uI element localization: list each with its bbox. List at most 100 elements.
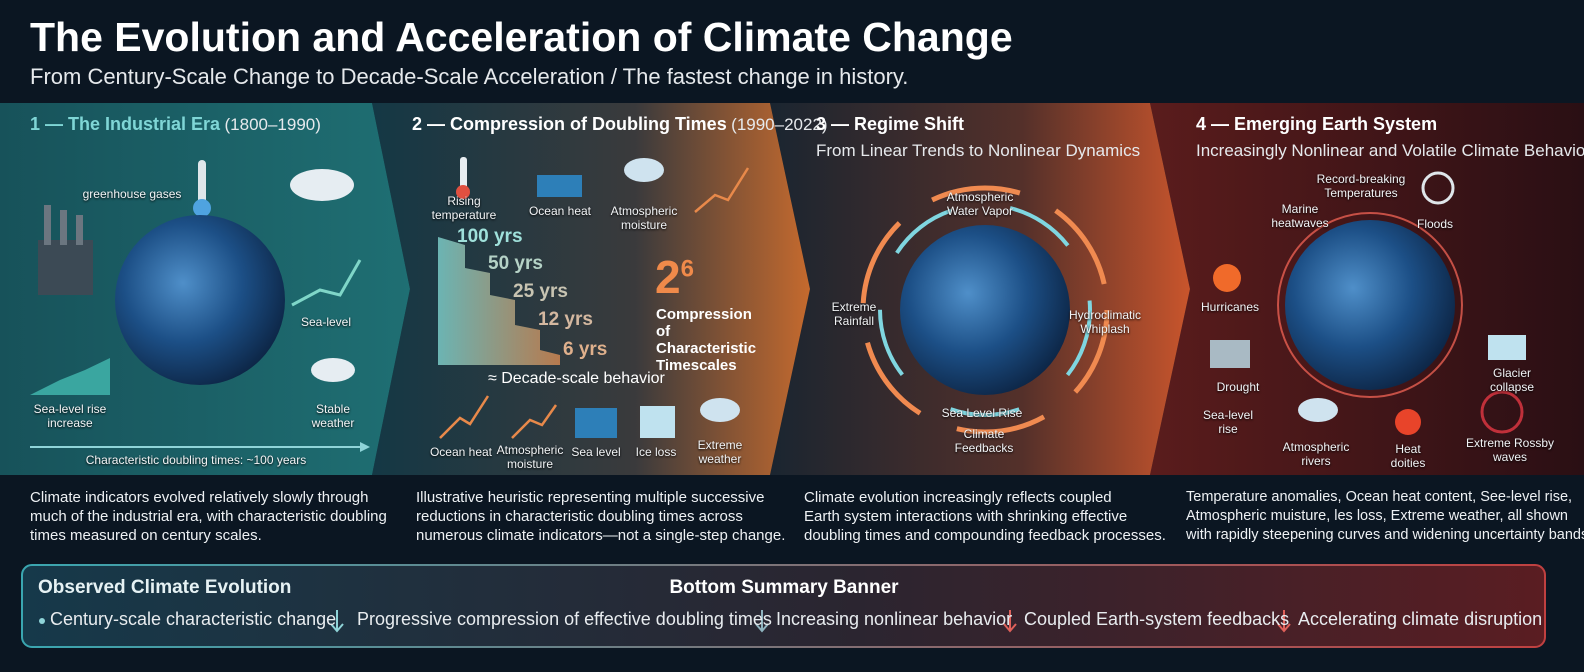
description-line: numerous climate indicators—not a single… <box>416 527 786 544</box>
description-line: reductions in characteristic doubling ti… <box>416 508 743 525</box>
panel-heading: 1 — The Industrial Era <box>30 114 221 134</box>
trend-line <box>291 259 362 307</box>
description-line: doubling times and compounding feedback … <box>804 527 1166 544</box>
sun-icon <box>1395 409 1421 435</box>
label: Sea Level Rise <box>941 406 1023 420</box>
banner-arrows <box>330 610 1291 633</box>
down-arrow <box>755 610 769 633</box>
label: Drought <box>1216 380 1260 394</box>
label: greenhouse gases <box>82 187 182 201</box>
panel-heading: 4 — Emerging Earth System <box>1196 114 1438 134</box>
panel-heading-row: 2 — Compression of Doubling Times (1990–… <box>412 114 828 135</box>
factor-exponent: 6 <box>680 255 694 283</box>
thermometer <box>198 160 206 205</box>
doubling-step: 25 yrs <box>513 281 568 302</box>
down-arrow <box>1277 610 1291 633</box>
bullet <box>39 618 45 624</box>
glow <box>1277 212 1463 398</box>
panel-description: Illustrative heuristic representing mult… <box>416 488 785 545</box>
label: Atmospheric Water Vapor <box>946 190 1014 218</box>
factor-base: 2 <box>655 251 681 303</box>
arrowhead <box>360 442 370 452</box>
description-line: Climate indicators evolved relatively sl… <box>30 489 369 506</box>
label: Atmospheric moisture <box>610 204 678 232</box>
description-line: Climate evolution increasingly reflects … <box>804 489 1112 506</box>
cloud-icon <box>290 169 354 201</box>
timeline-label: Characteristic doubling times: ~100 year… <box>85 453 307 467</box>
label: Stable weather <box>311 402 355 430</box>
thermometer <box>460 157 467 192</box>
feedback-cycle <box>860 185 1110 435</box>
area-icon <box>30 358 110 395</box>
description-line: with rapidly steepening curves and widen… <box>1186 527 1584 543</box>
down-arrow <box>1003 610 1017 633</box>
banner-title: Observed Climate Evolution <box>38 577 292 598</box>
label: Hurricanes <box>1200 300 1260 314</box>
behavior-label: ≈ Decade-scale behavior <box>488 370 665 387</box>
cloud-icon <box>624 158 664 182</box>
factory <box>38 240 93 295</box>
globe <box>1285 220 1455 390</box>
label: Extreme Rainfall <box>831 300 877 328</box>
glacier-icon <box>1488 335 1526 360</box>
label: Atmospheric moisture <box>496 443 564 471</box>
label: Atmospheric rivers <box>1282 440 1350 468</box>
storm-icon <box>1421 171 1455 205</box>
label: Heat doities <box>1390 442 1426 470</box>
thermometer-bulb <box>456 185 470 199</box>
description-line: Illustrative heuristic representing mult… <box>416 489 765 506</box>
trend-icon <box>439 395 490 439</box>
trend-icon <box>511 404 558 439</box>
description-line: Atmospheric muisture, les loss, Extreme … <box>1186 508 1568 524</box>
panel-heading-row: 1 — The Industrial Era (1800–1990) <box>30 114 321 135</box>
panel-subheading: From Linear Trends to Nonlinear Dynamics <box>816 141 1141 160</box>
cloud-icon <box>311 358 355 382</box>
thermometer-bulb <box>193 199 211 217</box>
callout: Compression of Characteristic Timescales <box>656 306 757 374</box>
compression-factor: 26 <box>655 250 694 304</box>
chimney <box>76 215 83 245</box>
panel-description: Climate evolution increasingly reflects … <box>804 488 1166 545</box>
label: Extreme weather <box>697 438 743 466</box>
chimney <box>60 210 67 245</box>
panel-period: (1990–2022) <box>731 115 828 134</box>
banner-item: Coupled Earth-system feedbacks <box>1024 609 1290 629</box>
panel-description: Temperature anomalies, Ocean heat conten… <box>1186 488 1584 545</box>
down-arrow <box>330 610 344 633</box>
banner-item: Progressive compression of effective dou… <box>357 609 772 629</box>
label: Rising temperature <box>431 194 497 222</box>
banner-center-title: Bottom Summary Banner <box>669 577 899 598</box>
label: Sea level <box>571 445 621 459</box>
panel-2-bg <box>372 103 810 475</box>
panel-heading: 3 — Regime Shift <box>816 114 965 134</box>
staircase <box>438 237 560 365</box>
fire-icon <box>1213 264 1241 292</box>
sea-icon <box>575 408 617 438</box>
label: Hydroclimatic Whiplash <box>1068 308 1141 336</box>
doubling-step: 6 yrs <box>563 339 608 360</box>
label: Ocean heat <box>528 204 592 218</box>
label: Sea-level rise increase <box>33 402 107 430</box>
label: Extreme Rossby waves <box>1465 436 1555 464</box>
banner-item: Increasing nonlinear behavior <box>776 609 1013 629</box>
description-line: times measured on century scales. <box>30 527 262 544</box>
cloud-icon <box>1298 398 1338 422</box>
panel-description: Climate indicators evolved relatively sl… <box>30 488 387 545</box>
ice-icon <box>640 406 675 438</box>
trend-icon <box>694 167 750 213</box>
doubling-step: 12 yrs <box>538 309 593 330</box>
cloud-icon <box>700 398 740 422</box>
panel-period: (1800–1990) <box>224 115 321 134</box>
label: Glacier collapse <box>1489 366 1535 394</box>
description-line: much of the industrial era, with charact… <box>30 508 387 525</box>
doubling-step: 100 yrs <box>457 226 523 247</box>
globe <box>900 225 1070 395</box>
banner-item: Accelerating climate disruption <box>1298 609 1543 629</box>
label: Climate Feedbacks <box>954 427 1014 455</box>
label: Record-breaking Temperatures <box>1316 172 1406 200</box>
globe <box>115 215 285 385</box>
label: Marine heatwaves <box>1271 202 1329 230</box>
label: Ice loss <box>635 445 677 459</box>
